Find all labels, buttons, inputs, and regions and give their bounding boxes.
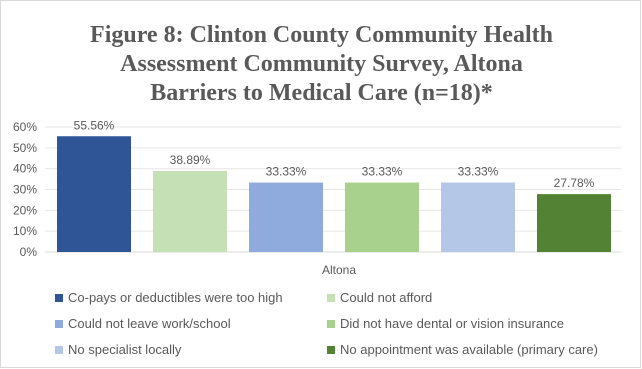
legend: Co-pays or deductibles were too high Coul… — [55, 288, 615, 359]
y-tick-label: 30% — [13, 183, 37, 197]
legend-label: No specialist locally — [68, 342, 182, 357]
bar — [345, 182, 419, 252]
x-axis-category-label: Altona — [322, 263, 356, 277]
legend-swatch — [327, 293, 335, 302]
data-label: 55.56% — [74, 118, 115, 132]
legend-item: Co-pays or deductibles were too high — [55, 288, 327, 307]
legend-swatch — [55, 319, 63, 328]
gridlines — [45, 126, 621, 253]
data-label: 27.78% — [554, 176, 595, 190]
chart-title-line-3: Barriers to Medical Care (n=18)* — [150, 80, 493, 106]
bar — [537, 194, 611, 252]
data-labels: 55.56% 38.89% 33.33% 33.33% 33.33% 27.78% — [74, 118, 595, 190]
y-tick-label: 40% — [13, 162, 37, 176]
legend-swatch — [327, 345, 335, 354]
legend-label: Co-pays or deductibles were too high — [68, 290, 283, 305]
chart-title-line-1: Figure 8: Clinton County Community Healt… — [90, 22, 553, 48]
y-tick-label: 60% — [13, 120, 37, 134]
bars — [57, 136, 611, 252]
chart-title-line-2: Assessment Community Survey, Altona — [120, 51, 523, 77]
data-label: 38.89% — [170, 153, 211, 167]
legend-item: No specialist locally — [55, 340, 327, 359]
y-tick-label: 0% — [20, 245, 38, 259]
y-tick-label: 10% — [13, 224, 37, 238]
data-label: 33.33% — [458, 165, 499, 179]
y-tick-label: 50% — [13, 141, 37, 155]
legend-item: Could not leave work/school — [55, 314, 327, 333]
legend-label: No appointment was available (primary ca… — [340, 342, 598, 357]
bar — [441, 182, 515, 252]
legend-label: Could not leave work/school — [68, 316, 231, 331]
data-label: 33.33% — [266, 165, 307, 179]
chart-title: Figure 8: Clinton County Community Healt… — [1, 21, 642, 108]
legend-label: Could not afford — [340, 290, 433, 305]
bar — [153, 170, 227, 252]
bar — [249, 182, 323, 252]
legend-swatch — [327, 319, 335, 328]
y-tick-label: 20% — [13, 203, 37, 217]
legend-swatch — [55, 293, 63, 302]
legend-item: Did not have dental or vision insurance — [327, 314, 617, 333]
legend-item: No appointment was available (primary ca… — [327, 340, 617, 359]
legend-label: Did not have dental or vision insurance — [340, 316, 565, 331]
y-axis-ticks: 0% 10% 20% 30% 40% 50% 60% — [13, 120, 37, 259]
legend-item: Could not afford — [327, 288, 617, 307]
data-label: 33.33% — [362, 165, 403, 179]
bar — [57, 136, 131, 252]
legend-swatch — [55, 345, 63, 354]
